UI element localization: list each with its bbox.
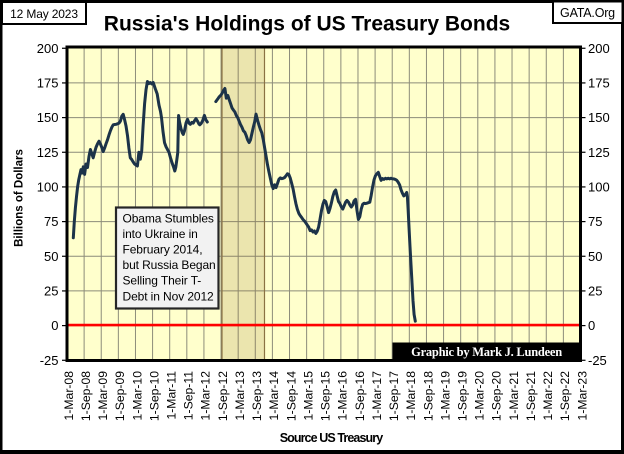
svg-text:Source US Treasury: Source US Treasury [280,431,384,445]
svg-text:Obama Stumbles: Obama Stumbles [123,211,214,225]
svg-text:Debt in Nov 2012: Debt in Nov 2012 [123,289,215,303]
svg-text:1-Sep-16: 1-Sep-16 [353,371,367,421]
svg-text:into Ukraine in: into Ukraine in [123,227,198,241]
svg-text:175: 175 [588,75,610,90]
svg-text:12 May 2023: 12 May 2023 [10,7,78,21]
svg-text:1-Sep-11: 1-Sep-11 [182,371,196,420]
svg-text:1-Sep-08: 1-Sep-08 [79,371,93,421]
svg-text:50: 50 [588,249,602,264]
svg-text:200: 200 [37,41,59,56]
svg-text:1-Mar-23: 1-Mar-23 [575,371,589,421]
svg-text:50: 50 [44,249,58,264]
svg-text:1-Sep-12: 1-Sep-12 [216,371,230,421]
svg-text:-25: -25 [40,353,59,368]
svg-text:200: 200 [588,41,610,56]
svg-text:175: 175 [37,75,59,90]
svg-text:1-Mar-15: 1-Mar-15 [301,371,315,421]
svg-text:100: 100 [588,179,610,194]
svg-text:1-Sep-18: 1-Sep-18 [421,371,435,421]
svg-text:Selling Their T-: Selling Their T- [123,274,202,288]
svg-text:1-Mar-11: 1-Mar-11 [165,371,179,420]
svg-text:75: 75 [44,214,58,229]
svg-text:1-Sep-20: 1-Sep-20 [490,371,504,421]
svg-text:1-Sep-22: 1-Sep-22 [558,371,572,421]
svg-text:1-Sep-19: 1-Sep-19 [455,371,469,421]
svg-text:1-Mar-10: 1-Mar-10 [130,371,144,421]
svg-text:1-Mar-16: 1-Mar-16 [336,371,350,421]
svg-text:100: 100 [37,179,59,194]
svg-text:but Russia Began: but Russia Began [123,258,216,272]
svg-text:1-Sep-09: 1-Sep-09 [113,371,127,421]
svg-text:GATA.Org: GATA.Org [560,6,615,20]
svg-text:1-Mar-12: 1-Mar-12 [199,371,213,421]
svg-text:1-Sep-21: 1-Sep-21 [524,371,538,421]
svg-text:1-Sep-17: 1-Sep-17 [387,371,401,421]
svg-text:1-Mar-13: 1-Mar-13 [233,371,247,421]
svg-text:125: 125 [588,145,610,160]
svg-text:Graphic by Mark J. Lundeen: Graphic by Mark J. Lundeen [411,345,562,359]
svg-text:1-Sep-15: 1-Sep-15 [319,371,333,421]
svg-text:1-Mar-08: 1-Mar-08 [62,371,76,421]
svg-text:1-Mar-18: 1-Mar-18 [404,371,418,421]
svg-text:1-Mar-09: 1-Mar-09 [96,371,110,421]
svg-text:150: 150 [37,110,59,125]
svg-text:0: 0 [51,318,58,333]
svg-text:150: 150 [588,110,610,125]
svg-text:1-Mar-19: 1-Mar-19 [438,371,452,421]
svg-text:125: 125 [37,145,59,160]
svg-text:1-Sep-10: 1-Sep-10 [147,371,161,421]
svg-text:February 2014,: February 2014, [123,243,203,257]
svg-text:75: 75 [588,214,602,229]
svg-text:1-Mar-14: 1-Mar-14 [267,371,281,421]
svg-text:0: 0 [588,318,595,333]
svg-text:-25: -25 [588,353,607,368]
svg-text:1-Mar-20: 1-Mar-20 [473,371,487,421]
svg-text:Russia's Holdings of US Treasu: Russia's Holdings of US Treasury Bonds [104,13,510,36]
svg-text:25: 25 [588,283,602,298]
svg-text:1-Mar-17: 1-Mar-17 [370,371,384,421]
svg-text:1-Mar-22: 1-Mar-22 [541,371,555,421]
svg-text:25: 25 [44,283,58,298]
svg-text:1-Sep-13: 1-Sep-13 [250,371,264,421]
svg-text:1-Sep-14: 1-Sep-14 [284,371,298,421]
svg-text:Billions of Dollars: Billions of Dollars [14,149,26,247]
svg-text:1-Mar-21: 1-Mar-21 [507,371,521,421]
